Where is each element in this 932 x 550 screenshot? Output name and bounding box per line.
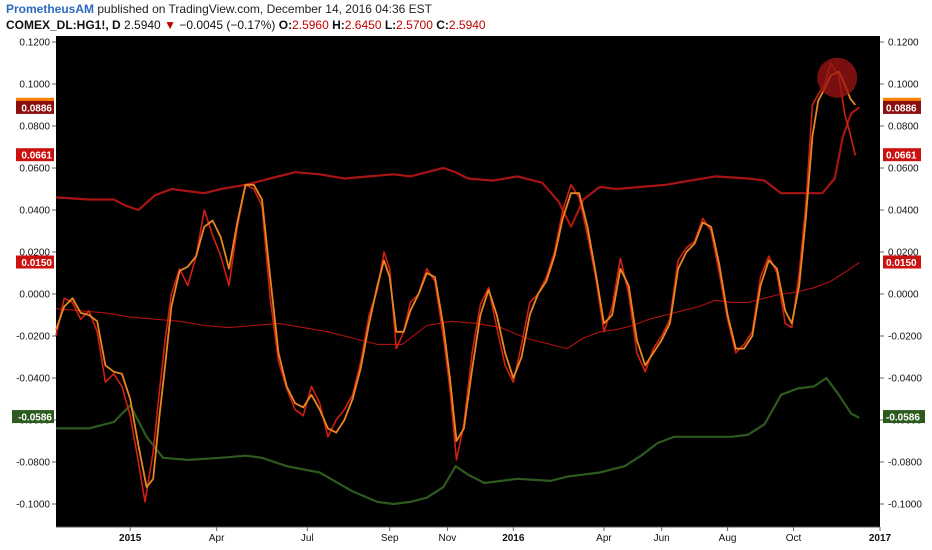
y-tick-label-right: 0.0400 (888, 206, 919, 217)
y-tick-label-right: 0.0000 (888, 290, 919, 301)
y-tick-label-left: 0.0600 (19, 164, 50, 175)
value-badge-right (883, 255, 921, 269)
value-badge-label-left: -0.0586 (18, 413, 52, 424)
series-line-upper-band (55, 106, 861, 228)
y-tick-label-left: 0.1000 (19, 80, 50, 91)
value-badge-right (883, 148, 921, 162)
value-badge-label-right: 0.0661 (886, 151, 917, 162)
symbol-label: COMEX_DL:HG1!, D (6, 18, 121, 32)
y-tick-label-right: -0.0800 (888, 458, 922, 469)
y-tick-label-right: 0.1200 (888, 38, 919, 49)
series-line-fast (55, 70, 857, 489)
value-badge-left (16, 100, 54, 114)
highlight-circle (817, 57, 858, 98)
value-badge-right (883, 410, 925, 424)
y-tick-label-left: 0.0800 (19, 122, 50, 133)
y-tick-label-right: -0.1000 (888, 500, 922, 511)
value-badge-left (16, 255, 54, 269)
low-key: L: (384, 18, 397, 32)
y-tick-label-right: 0.0600 (888, 164, 919, 175)
y-tick-label-right: 0.1000 (888, 80, 919, 91)
x-tick-label: Jun (654, 533, 670, 544)
publish-info: PrometheusAM published on TradingView.co… (6, 2, 432, 16)
y-tick-label-left: 0.0000 (19, 290, 50, 301)
ticker-info: COMEX_DL:HG1!, D 2.5940 ▼ −0.0045 (−0.17… (6, 18, 486, 32)
value-badge-label-right: 0.0150 (886, 258, 917, 269)
y-tick-label-left: -0.0200 (16, 332, 50, 343)
x-tick-label: 2015 (119, 533, 142, 544)
y-tick-label-left: 0.0400 (19, 206, 50, 217)
y-tick-label-left: -0.0800 (16, 458, 50, 469)
plot-area[interactable] (56, 36, 880, 527)
x-tick-label: Apr (209, 533, 225, 544)
y-tick-label-right: -0.0200 (888, 332, 922, 343)
series-line-lower-band (56, 376, 860, 506)
value-badge-label-right: -0.0586 (886, 413, 920, 424)
x-tick-label: Jul (301, 533, 314, 544)
y-tick-label-right: 0.0200 (888, 248, 919, 259)
value-badge-label-right: 0.0886 (886, 103, 917, 114)
author-link[interactable]: PrometheusAM (6, 2, 95, 16)
down-arrow-icon: ▼ (164, 18, 176, 32)
y-tick-label-left: 0.1200 (19, 38, 50, 49)
high-key: H: (332, 18, 345, 32)
publish-text: published on TradingView.com, December 1… (97, 2, 433, 16)
x-tick-label: 2017 (869, 533, 892, 544)
x-tick-label: Apr (596, 533, 612, 544)
y-tick-label-right: -0.0400 (888, 374, 922, 385)
price-label: 2.5940 (124, 18, 161, 32)
close-key: C: (436, 18, 449, 32)
close-value: 2.5940 (448, 18, 486, 32)
value-badge-label-left: 0.0886 (21, 103, 52, 114)
y-tick-label-left: -0.1000 (16, 500, 50, 511)
series-line-fast-raw (55, 62, 857, 503)
value-badge-label-left: 0.0150 (21, 258, 52, 269)
value-badge-left (12, 410, 54, 424)
value-badge-right (883, 100, 921, 114)
x-tick-label: Aug (719, 533, 737, 544)
y-tick-label-right: 0.0800 (888, 122, 919, 133)
value-badge-left (16, 148, 54, 162)
x-tick-label: Oct (786, 533, 802, 544)
y-tick-label-left: 0.0200 (19, 248, 50, 259)
high-value: 2.6450 (344, 18, 382, 32)
open-key: O: (278, 18, 293, 32)
y-tick-label-left: -0.0400 (16, 374, 50, 385)
change-label: −0.0045 (−0.17%) (179, 18, 276, 32)
value-badge-label-left: 0.0661 (21, 151, 52, 162)
x-tick-label: Nov (439, 533, 457, 544)
x-tick-label: Sep (381, 533, 399, 544)
open-value: 2.5960 (292, 18, 329, 32)
low-value: 2.5700 (396, 18, 433, 32)
x-tick-label: 2016 (502, 533, 525, 544)
